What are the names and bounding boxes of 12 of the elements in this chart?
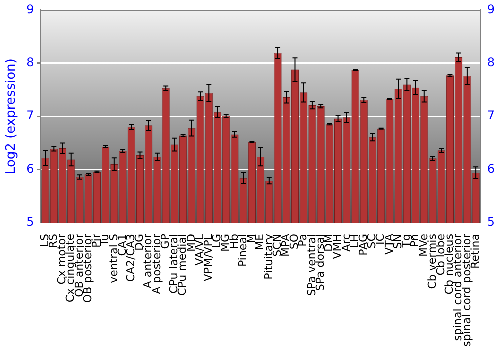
x-tick-label: Pituitary <box>262 234 276 280</box>
y-tick-label: 9 <box>26 2 34 16</box>
y-tick-label: 6 <box>26 162 34 176</box>
y-axis-title: Log2 (expression) <box>4 58 20 175</box>
y2-tick-label: 5 <box>487 215 496 230</box>
y2-tick-label: 8 <box>487 56 496 70</box>
y2-tick-label: 7 <box>487 108 496 123</box>
y-tick-label: 8 <box>26 56 34 70</box>
y-tick-label: 7 <box>26 108 34 123</box>
y2-tick-label: 9 <box>487 2 496 16</box>
y2-tick-label: 6 <box>487 162 496 176</box>
y-tick-label: 5 <box>26 215 34 230</box>
